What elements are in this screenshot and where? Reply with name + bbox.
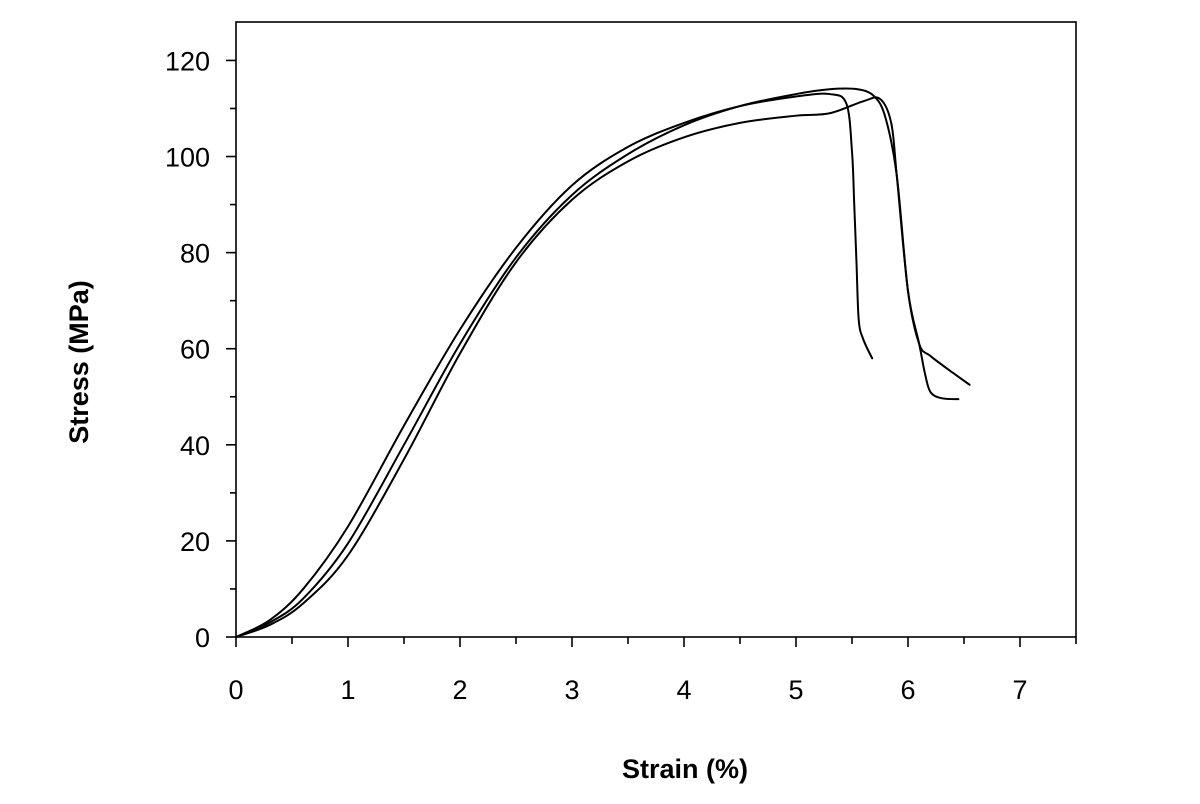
plot-frame — [235, 21, 1077, 638]
y-tick-label: 80 — [180, 239, 210, 269]
y-tick-label: 100 — [165, 143, 210, 173]
y-tick-label: 40 — [180, 431, 210, 461]
series-line-3 — [235, 96, 960, 638]
y-tick-label: 60 — [180, 335, 210, 365]
ticks-layer: 0 1 2 3 4 5 6 7 0 20 40 60 80 100 120 — [165, 46, 1077, 705]
y-tick-label: 0 — [195, 623, 210, 653]
x-tick-label: 0 — [228, 675, 243, 705]
series-layer — [235, 87, 971, 638]
x-tick-label: 5 — [788, 675, 803, 705]
x-axis-title: Strain (%) — [622, 754, 748, 784]
x-tick-label: 4 — [676, 675, 691, 705]
x-tick-label: 1 — [340, 675, 355, 705]
y-axis-title: Stress (MPa) — [64, 280, 94, 444]
x-tick-label: 2 — [452, 675, 467, 705]
series-line-1 — [235, 92, 874, 638]
plot-area — [235, 21, 1077, 638]
y-tick-label: 120 — [165, 46, 210, 76]
x-tick-label: 3 — [564, 675, 579, 705]
x-tick-label: 7 — [1012, 675, 1027, 705]
series-line-2 — [235, 87, 971, 638]
x-tick-label: 6 — [900, 675, 915, 705]
y-tick-label: 20 — [180, 527, 210, 557]
